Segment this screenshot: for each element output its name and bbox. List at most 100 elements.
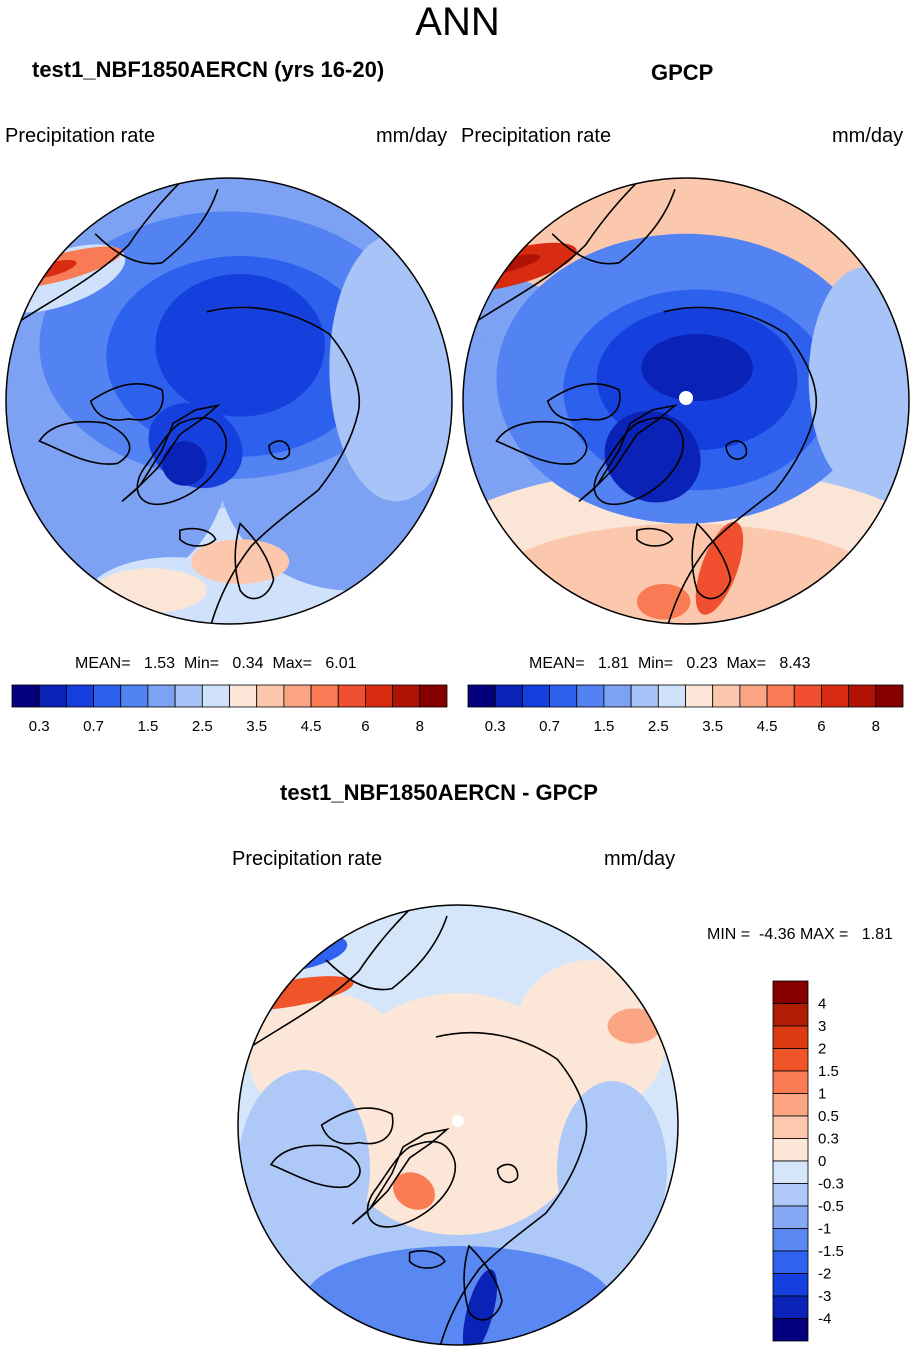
map-diff bbox=[237, 904, 679, 1346]
colorbar-tick-label: -3 bbox=[818, 1288, 831, 1305]
coastline bbox=[593, 416, 684, 506]
colorbar-tick-label: 1.5 bbox=[594, 718, 615, 735]
pole-marker bbox=[679, 391, 693, 405]
coastline bbox=[89, 383, 164, 421]
stats-model: MEAN= 1.53 Min= 0.34 Max= 6.01 bbox=[75, 655, 357, 673]
colorbar-box bbox=[772, 1273, 809, 1297]
colorbar-box bbox=[419, 684, 448, 708]
colorbar-box bbox=[337, 684, 366, 708]
colorbar-box bbox=[147, 684, 176, 708]
mean-value: 1.81 bbox=[597, 655, 630, 672]
colorbar-box bbox=[772, 1318, 809, 1342]
colorbar-tick-label: -4 bbox=[818, 1311, 831, 1328]
coastline bbox=[16, 178, 185, 324]
colorbar-tick-label: 3.5 bbox=[702, 718, 723, 735]
colorbar-box bbox=[120, 684, 149, 708]
map-fields bbox=[6, 211, 452, 624]
coastline bbox=[325, 915, 448, 991]
colorbar-obs: 0.3 0.7 1.5 2.5 3.5 4.5 6 8 bbox=[467, 684, 904, 735]
colorbar-tick-label: 0.7 bbox=[83, 718, 104, 735]
coastlines-model bbox=[16, 178, 360, 624]
coastline bbox=[408, 1250, 446, 1269]
contour-region bbox=[513, 960, 667, 1114]
colorbar-box bbox=[93, 684, 122, 708]
mean-value: 1.53 bbox=[143, 655, 176, 672]
contour-region bbox=[641, 334, 753, 401]
colorbar-tick-label: 4.5 bbox=[301, 718, 322, 735]
colorbar-box bbox=[772, 1115, 809, 1139]
mean-label: MEAN= bbox=[529, 655, 585, 672]
panel-title-obs: GPCP bbox=[651, 60, 714, 85]
coastline bbox=[546, 383, 621, 421]
map-fields bbox=[463, 178, 909, 624]
min-value: 0.34 bbox=[232, 655, 264, 672]
coastlines-obs bbox=[473, 178, 817, 624]
pole-marker bbox=[452, 1115, 464, 1127]
coastline bbox=[495, 420, 588, 465]
colorbar-box bbox=[772, 1205, 809, 1229]
coastline bbox=[320, 1107, 394, 1145]
colorbar-tick-label: -0.3 bbox=[818, 1176, 844, 1193]
colorbar-box bbox=[772, 1070, 809, 1094]
min-value: 0.23 bbox=[686, 655, 718, 672]
colorbar-tick-label: 0.7 bbox=[539, 718, 560, 735]
units-label-diff: mm/day bbox=[604, 848, 676, 870]
colorbar-tick-label: 2.5 bbox=[648, 718, 669, 735]
colorbar-box bbox=[739, 684, 768, 708]
colorbar-tick-label: 8 bbox=[872, 718, 880, 735]
coastline bbox=[94, 188, 219, 265]
coastline bbox=[691, 522, 732, 600]
units-label-model: mm/day bbox=[376, 125, 448, 147]
contour-region bbox=[695, 521, 744, 615]
stats-diff: MIN = -4.36 MAX = 1.81 bbox=[707, 926, 893, 944]
colorbar-box bbox=[772, 1048, 809, 1072]
colorbar-box bbox=[657, 684, 686, 708]
colorbar-box bbox=[772, 1295, 809, 1319]
colorbar-box bbox=[392, 684, 421, 708]
colorbar-box bbox=[630, 684, 659, 708]
colorbar-tick-label: 0.3 bbox=[29, 718, 50, 735]
colorbar-box bbox=[712, 684, 741, 708]
coastline bbox=[725, 440, 748, 460]
coastline bbox=[636, 527, 674, 547]
colorbar-tick-label: 4.5 bbox=[757, 718, 778, 735]
colorbar-box bbox=[310, 684, 339, 708]
min-value: -4.36 bbox=[759, 926, 796, 943]
max-value: 8.43 bbox=[779, 655, 811, 672]
contour-region bbox=[607, 1008, 661, 1044]
contour-region bbox=[462, 1269, 498, 1345]
colorbar-tick-label: 6 bbox=[817, 718, 825, 735]
coastline bbox=[366, 1140, 456, 1228]
colorbar-tick-label: -1.5 bbox=[818, 1243, 844, 1260]
variable-label-diff: Precipitation rate bbox=[232, 848, 383, 870]
colorbar-box bbox=[603, 684, 632, 708]
colorbar-box bbox=[772, 1003, 809, 1027]
map-boundary bbox=[237, 904, 679, 1346]
map-boundary bbox=[5, 177, 453, 625]
colorbar-box bbox=[848, 684, 877, 708]
coastline bbox=[268, 440, 291, 460]
coastline bbox=[234, 522, 275, 600]
max-value: 6.01 bbox=[325, 655, 357, 672]
contour-region bbox=[238, 1070, 370, 1268]
colorbar-box bbox=[772, 1160, 809, 1184]
colorbar-box bbox=[549, 684, 578, 708]
colorbar-box bbox=[772, 1138, 809, 1162]
coastline bbox=[179, 527, 217, 547]
colorbar-tick-label: 0.3 bbox=[818, 1131, 839, 1148]
coastline bbox=[439, 1212, 547, 1345]
page-title: ANN bbox=[415, 0, 500, 44]
colorbar-tick-label: 2 bbox=[818, 1041, 826, 1058]
coastline bbox=[269, 1144, 361, 1189]
contour-region bbox=[604, 410, 701, 503]
colorbar-tick-label: 4 bbox=[818, 996, 826, 1013]
colorbar-tick-label: 8 bbox=[416, 718, 424, 735]
colorbar-box bbox=[772, 1025, 809, 1049]
colorbar-box bbox=[685, 684, 714, 708]
colorbar-model: 0.3 0.7 1.5 2.5 3.5 4.5 6 8 bbox=[11, 684, 448, 735]
colorbar-box bbox=[576, 684, 605, 708]
colorbar-tick-label: 3.5 bbox=[246, 718, 267, 735]
contour-region bbox=[808, 267, 909, 491]
colorbar-box bbox=[766, 684, 795, 708]
